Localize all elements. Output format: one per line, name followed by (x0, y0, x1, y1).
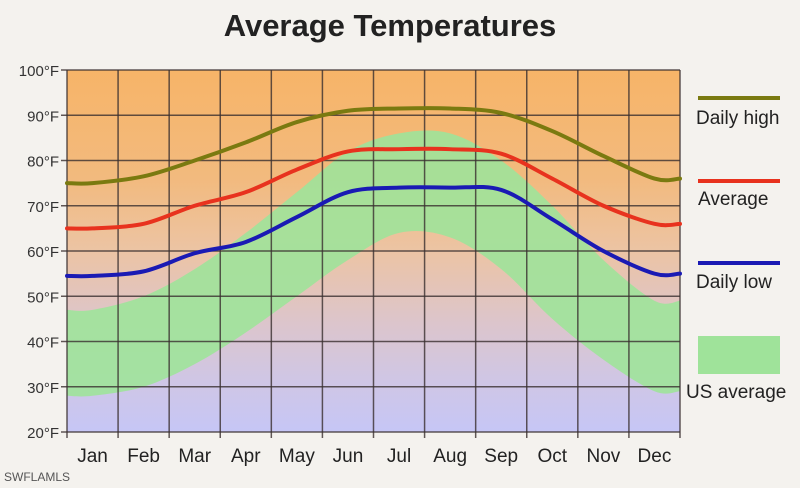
x-tick-label: Nov (586, 446, 620, 467)
x-tick-label: Feb (127, 446, 160, 467)
legend-label-low: Daily low (696, 272, 773, 293)
y-tick-label: 90°F (27, 108, 59, 125)
x-tick-label: Oct (538, 446, 568, 467)
legend-swatch-us-average (698, 336, 780, 374)
x-tick-label: May (279, 446, 315, 467)
legend-label-average: Average (698, 189, 769, 210)
chart-title: Average Temperatures (223, 8, 557, 43)
y-tick-label: 70°F (27, 199, 59, 216)
x-tick-label: Jun (333, 446, 364, 467)
y-tick-label: 30°F (27, 380, 59, 397)
y-tick-label: 60°F (27, 244, 59, 261)
series-line-daily-low (65, 184, 682, 279)
x-tick-label: Sep (484, 446, 518, 467)
x-tick-label: Aug (433, 446, 467, 467)
x-tick-label: Jul (387, 446, 411, 467)
x-tick-label: Mar (178, 446, 211, 467)
legend-label-high: Daily high (696, 108, 780, 129)
series-line-average (65, 146, 682, 231)
x-tick-label: Dec (638, 446, 672, 467)
x-tick-label: Apr (231, 446, 261, 467)
y-tick-label: 100°F (19, 63, 59, 80)
y-tick-label: 50°F (27, 289, 59, 306)
legend-label-us-average: US average (686, 382, 787, 403)
series-line-daily-high (65, 106, 682, 186)
y-tick-label: 20°F (27, 425, 59, 442)
y-tick-label: 80°F (27, 154, 59, 171)
y-tick-label: 40°F (27, 335, 59, 352)
watermark: SWFLAMLS (4, 470, 71, 484)
x-tick-label: Jan (77, 446, 108, 467)
